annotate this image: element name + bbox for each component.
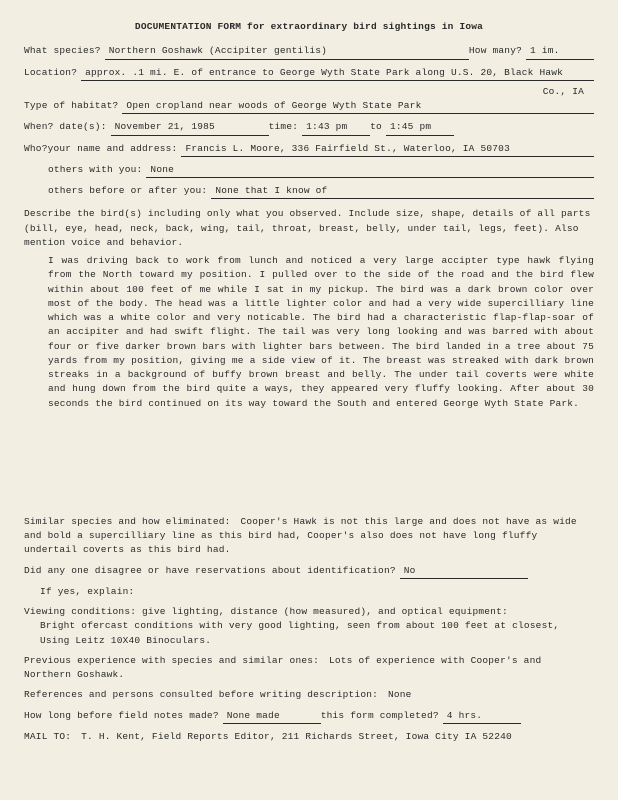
val-mailto: T. H. Kent, Field Reports Editor, 211 Ri… [81,731,512,742]
row-viewing: Viewing conditions: give lighting, dista… [24,605,594,648]
label-howmany: How many? [469,44,522,58]
row-who: Who?your name and address: Francis L. Mo… [24,142,594,157]
val-date: November 21, 1985 [111,120,269,135]
val-fieldnotes: None made [223,709,321,724]
label-disagree: Did any one disagree or have reservation… [24,564,396,578]
label-ifyes: If yes, explain: [40,585,594,599]
row-previous: Previous experience with species and sim… [24,654,594,683]
val-species: Northern Goshawk (Accipiter gentilis) [105,44,469,59]
val-description: I was driving back to work from lunch an… [48,254,594,411]
row-fieldnotes: How long before field notes made? None m… [24,709,594,724]
form-page: DOCUMENTATION FORM for extraordinary bir… [0,0,618,764]
row-others-with: others with you: None [48,163,594,178]
val-viewing: Bright ofercast conditions with very goo… [40,619,594,648]
val-location: approx. .1 mi. E. of entrance to George … [81,66,594,81]
label-mailto: MAIL TO: [24,731,71,742]
val-others-with: None [146,163,594,178]
row-species: What species? Northern Goshawk (Accipite… [24,44,594,59]
label-similar: Similar species and how eliminated: [24,516,231,527]
val-location2: Co., IA [24,85,584,99]
val-habitat: Open cropland near woods of George Wyth … [122,99,594,114]
row-habitat: Type of habitat? Open cropland near wood… [24,99,594,114]
label-species: What species? [24,44,101,58]
val-disagree: No [400,564,528,579]
label-who: Who?your name and address: [24,142,177,156]
label-location: Location? [24,66,77,80]
spacer [24,419,594,509]
page-title: DOCUMENTATION FORM for extraordinary bir… [24,20,594,34]
label-references: References and persons consulted before … [24,689,378,700]
row-when: When? date(s): November 21, 1985 time: 1… [24,120,594,135]
label-completed: this form completed? [321,709,439,723]
label-others-with: others with you: [48,163,142,177]
val-howmany: 1 im. [526,44,594,59]
val-time-from: 1:43 pm [302,120,370,135]
label-previous: Previous experience with species and sim… [24,655,319,666]
label-fieldnotes: How long before field notes made? [24,709,219,723]
val-who: Francis L. Moore, 336 Fairfield St., Wat… [181,142,594,157]
val-references: None [388,689,412,700]
label-viewing: Viewing conditions: give lighting, dista… [24,605,590,619]
row-others-before: others before or after you: None that I … [48,184,594,199]
label-others-before: others before or after you: [48,184,207,198]
row-disagree: Did any one disagree or have reservation… [24,564,594,579]
label-describe: Describe the bird(s) including only what… [24,207,594,250]
label-habitat: Type of habitat? [24,99,118,113]
val-time-to: 1:45 pm [386,120,454,135]
val-others-before: None that I know of [211,184,594,199]
label-to: to [370,120,382,134]
label-time: time: [269,120,299,134]
row-mailto: MAIL TO: T. H. Kent, Field Reports Edito… [24,730,594,744]
row-similar: Similar species and how eliminated: Coop… [24,515,594,558]
row-location: Location? approx. .1 mi. E. of entrance … [24,66,594,81]
row-references: References and persons consulted before … [24,688,594,702]
val-completed: 4 hrs. [443,709,521,724]
label-when: When? date(s): [24,120,107,134]
